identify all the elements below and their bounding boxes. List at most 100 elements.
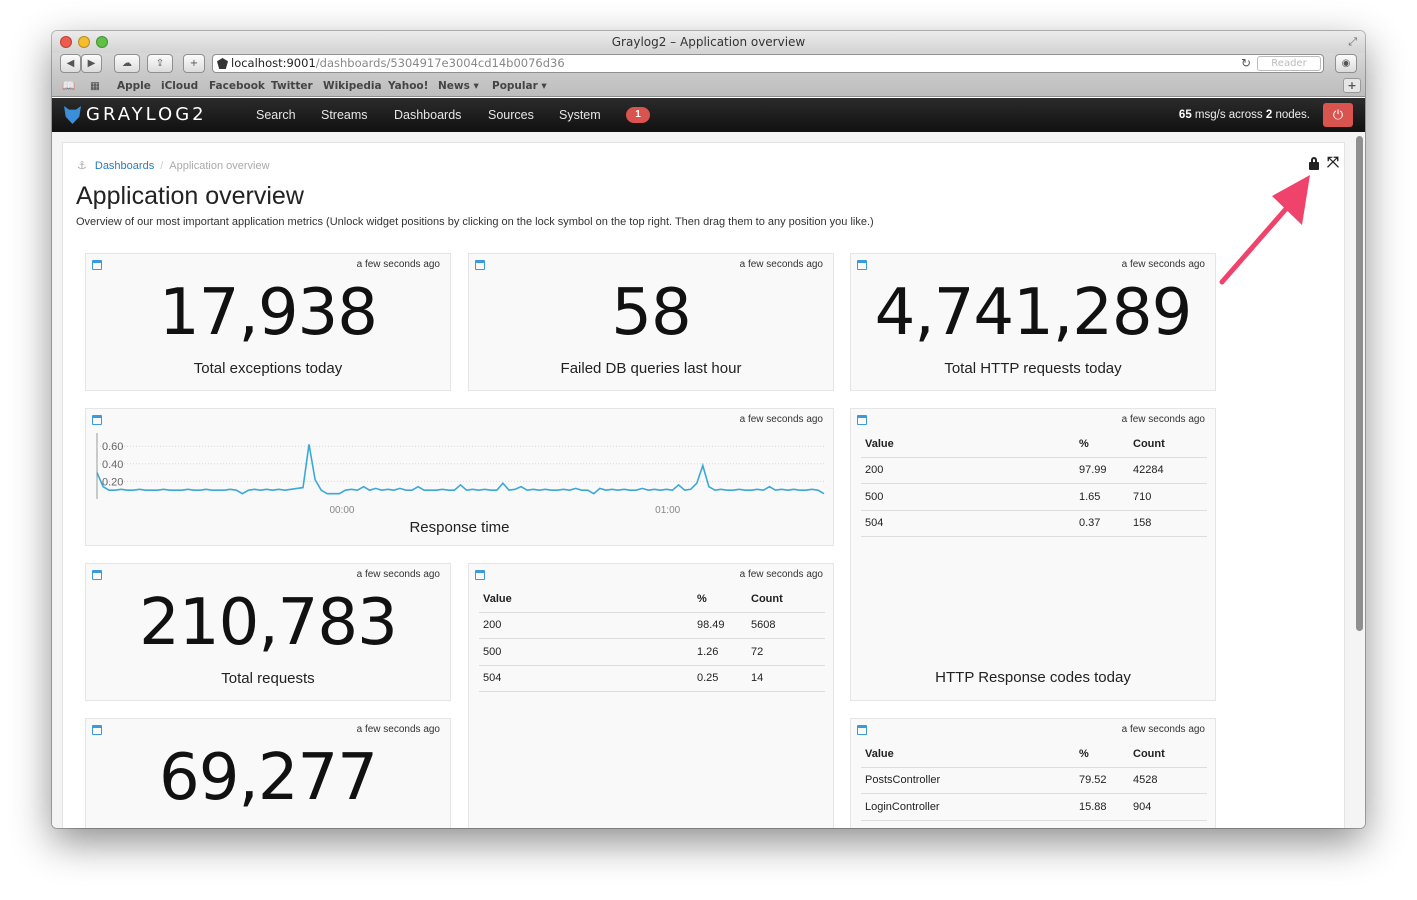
reload-icon[interactable]: ↻ bbox=[1240, 56, 1251, 70]
widget-label: Total exceptions today bbox=[193, 360, 343, 377]
bookmark-popular[interactable]: Popular ▾ bbox=[492, 80, 547, 92]
nav-search[interactable]: Search bbox=[256, 108, 296, 122]
table-row: 200 97.99 42284 bbox=[861, 457, 1207, 484]
url-host: localhost:9001 bbox=[231, 56, 316, 70]
vertical-scrollbar[interactable] bbox=[1356, 136, 1363, 631]
cell-percent: 15.88 bbox=[1075, 793, 1129, 821]
widget-updated-time: a few seconds ago bbox=[356, 259, 440, 270]
column-header-count: Count bbox=[1129, 741, 1207, 768]
table-row: PostsController 79.52 4528 bbox=[861, 767, 1207, 794]
graylog-logo[interactable]: GRAYLOG2 bbox=[86, 104, 207, 125]
widget-total-exceptions[interactable]: a few seconds ago 17,938 Total exception… bbox=[85, 253, 451, 391]
bookmark-apple[interactable]: Apple bbox=[117, 80, 151, 92]
widget-updated-time: a few seconds ago bbox=[1121, 724, 1205, 735]
close-window-button[interactable] bbox=[60, 36, 72, 48]
graylog-navbar: GRAYLOG2 Search Streams Dashboards Sourc… bbox=[52, 98, 1365, 132]
dashboard-page: ⚓ Dashboards / Application overview Applica… bbox=[62, 142, 1345, 828]
cell-percent: 97.99 bbox=[1075, 457, 1129, 484]
anchor-icon: ⚓ bbox=[77, 160, 87, 172]
widget-value: 17,938 bbox=[159, 276, 378, 350]
table-row: 200 98.49 5608 bbox=[479, 612, 825, 639]
cell-percent: 79.52 bbox=[1075, 767, 1129, 794]
throughput-rate: 65 bbox=[1178, 109, 1192, 121]
bookmark-wikipedia[interactable]: Wikipedia bbox=[323, 80, 382, 92]
nav-sources[interactable]: Sources bbox=[488, 108, 534, 122]
bookmark-yahoo[interactable]: Yahoo! bbox=[388, 80, 429, 92]
column-header-count: Count bbox=[747, 586, 825, 613]
widget-total-http-requests[interactable]: a few seconds ago 4,741,289 Total HTTP r… bbox=[850, 253, 1216, 391]
back-button[interactable]: ◀ bbox=[60, 54, 81, 73]
x-tick-label: 01:00 bbox=[655, 505, 680, 516]
reading-list-icon[interactable]: 📖 bbox=[62, 80, 76, 92]
cell-value: LoginController bbox=[861, 793, 1075, 821]
widget-label: HTTP Response codes today bbox=[935, 669, 1131, 686]
bookmark-icloud[interactable]: iCloud bbox=[161, 80, 199, 92]
lock-icon[interactable] bbox=[1309, 157, 1319, 170]
widget-total-requests[interactable]: a few seconds ago 210,783 Total requests bbox=[85, 563, 451, 701]
cell-count: 158 bbox=[1129, 510, 1207, 537]
fullscreen-toggle-icon[interactable]: ⤢ bbox=[1348, 35, 1357, 48]
widget-partial-number[interactable]: a few seconds ago 69,277 bbox=[85, 718, 451, 828]
response-time-series-line bbox=[96, 444, 825, 495]
reader-button[interactable]: Reader bbox=[1257, 56, 1321, 71]
cell-value: 500 bbox=[479, 638, 693, 666]
top-sites-icon[interactable]: ▦ bbox=[90, 80, 100, 92]
minimize-window-button[interactable] bbox=[78, 36, 90, 48]
cell-count: 710 bbox=[1129, 483, 1207, 511]
cell-value: PostsController bbox=[861, 767, 1075, 794]
bookmark-news[interactable]: News ▾ bbox=[438, 80, 479, 92]
column-header-percent: % bbox=[1075, 741, 1129, 768]
y-tick-label: 0.60 bbox=[102, 441, 123, 453]
breadcrumb-dashboards-link[interactable]: Dashboards bbox=[94, 160, 155, 172]
new-tab-button[interactable]: + bbox=[183, 54, 205, 73]
cell-value: 504 bbox=[479, 665, 693, 692]
cell-percent: 0.25 bbox=[693, 665, 747, 692]
breadcrumb-separator: / bbox=[160, 160, 164, 172]
widget-response-time-chart[interactable]: a few seconds ago 0.60 0.40 0.20 00:00 01:00… bbox=[85, 408, 834, 546]
widget-http-response-codes-today[interactable]: a few seconds ago Value % Count 200 97.9… bbox=[850, 408, 1216, 701]
column-header-value: Value bbox=[479, 586, 693, 613]
widget-label: Total HTTP requests today bbox=[944, 360, 1122, 377]
bookmark-facebook[interactable]: Facebook bbox=[209, 80, 265, 92]
address-bar[interactable]: localhost:9001/dashboards/5304917e3004cd… bbox=[212, 54, 1324, 73]
y-tick-label: 0.20 bbox=[102, 476, 123, 488]
calendar-icon bbox=[857, 725, 867, 735]
bookmark-twitter[interactable]: Twitter bbox=[271, 80, 313, 92]
nav-streams[interactable]: Streams bbox=[321, 108, 368, 122]
graylog-logo-icon[interactable] bbox=[64, 106, 81, 124]
widget-updated-time: a few seconds ago bbox=[1121, 259, 1205, 270]
url-path: /dashboards/5304917e3004cd14b0076d36 bbox=[315, 56, 565, 70]
forward-button[interactable]: ▶ bbox=[81, 54, 102, 73]
zoom-window-button[interactable] bbox=[96, 36, 108, 48]
calendar-icon bbox=[92, 260, 102, 270]
cell-value: 500 bbox=[861, 483, 1075, 511]
downloads-button[interactable]: ◉ bbox=[1335, 54, 1357, 73]
column-header-value: Value bbox=[861, 741, 1075, 768]
add-bookmark-button[interactable]: + bbox=[1343, 78, 1361, 93]
content-area: ⚓ Dashboards / Application overview Applica… bbox=[52, 132, 1365, 828]
quickvalues-table: Value % Count 200 97.99 42284 500 1.65 7… bbox=[861, 431, 1207, 537]
logout-power-button[interactable]: ⏻ bbox=[1323, 103, 1353, 127]
widget-value: 210,783 bbox=[139, 586, 398, 660]
notification-badge[interactable]: 1 bbox=[626, 107, 650, 123]
fullscreen-icon[interactable]: ⤧ bbox=[1327, 154, 1340, 171]
widget-controllers[interactable]: a few seconds ago Value % Count PostsCon… bbox=[850, 718, 1216, 828]
quickvalues-table: Value % Count 200 98.49 5608 500 1.26 72 bbox=[479, 586, 825, 692]
window-title: Graylog2 – Application overview bbox=[611, 35, 806, 49]
widget-label: Response time bbox=[409, 519, 510, 536]
widget-updated-time: a few seconds ago bbox=[739, 414, 823, 425]
nav-system[interactable]: System bbox=[559, 108, 601, 122]
cell-percent: 1.26 bbox=[693, 638, 747, 666]
widget-value: 4,741,289 bbox=[874, 276, 1193, 350]
calendar-icon bbox=[475, 260, 485, 270]
cell-count: 5608 bbox=[747, 612, 825, 639]
icloud-tabs-button[interactable]: ☁ bbox=[114, 54, 140, 73]
share-button[interactable]: ⇪ bbox=[147, 54, 173, 73]
calendar-icon bbox=[92, 415, 102, 425]
widget-failed-db-queries[interactable]: a few seconds ago 58 Failed DB queries l… bbox=[468, 253, 834, 391]
cell-count: 14 bbox=[747, 665, 825, 692]
cell-count: 904 bbox=[1129, 793, 1207, 821]
breadcrumb: ⚓ Dashboards / Application overview bbox=[77, 159, 270, 172]
widget-response-codes[interactable]: a few seconds ago Value % Count 200 98.4… bbox=[468, 563, 834, 828]
nav-dashboards[interactable]: Dashboards bbox=[394, 108, 462, 122]
